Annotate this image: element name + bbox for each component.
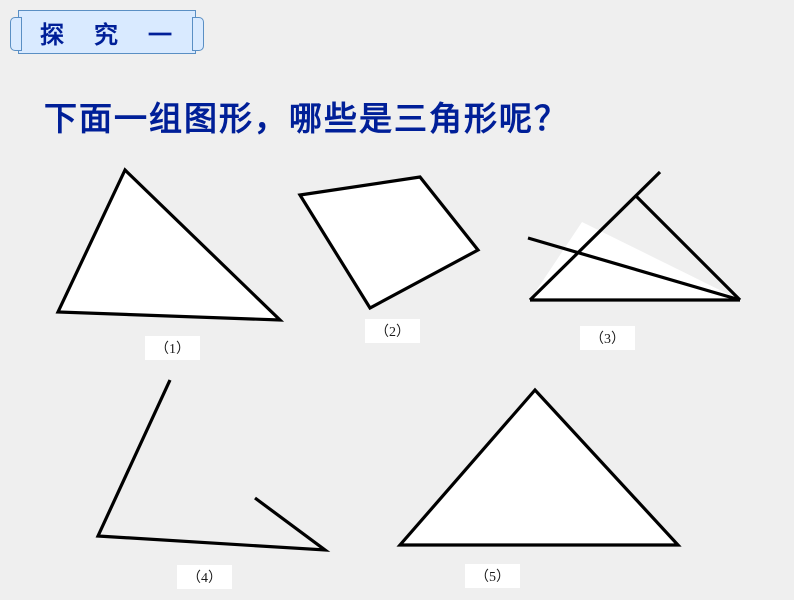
figure-3-label: （3） [580, 326, 635, 350]
figure-5-shape [0, 0, 700, 600]
figure-2-label: （2） [365, 319, 420, 343]
figure-5-label: （5） [465, 564, 520, 588]
figure-4-label: （4） [177, 565, 232, 589]
figure-1-label: （1） [145, 336, 200, 360]
